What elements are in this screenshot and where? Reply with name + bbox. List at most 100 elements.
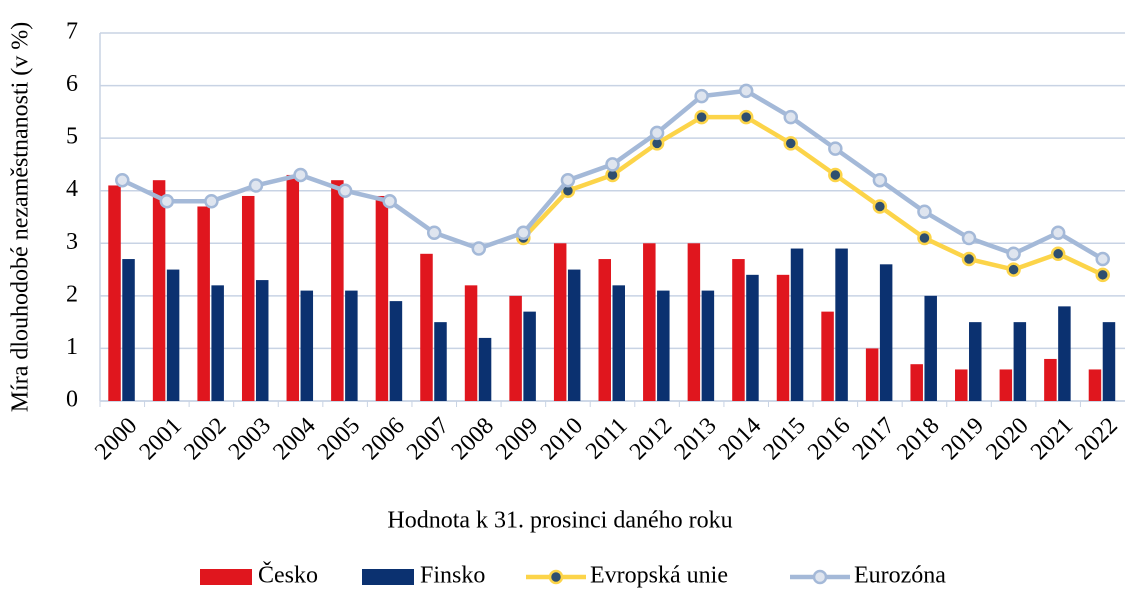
marker	[1006, 262, 1021, 277]
bar	[255, 280, 269, 401]
marker	[516, 225, 531, 241]
bar	[790, 248, 804, 401]
bar	[969, 322, 982, 401]
marker	[828, 141, 843, 156]
marker	[248, 178, 264, 193]
bar	[478, 337, 492, 401]
bar	[300, 290, 314, 401]
x-tick-label: 2005	[313, 413, 365, 465]
bar	[375, 195, 389, 401]
y-tick-label: 6	[66, 71, 78, 97]
marker	[337, 183, 353, 198]
x-tick-label: 2009	[491, 413, 543, 465]
marker	[738, 83, 754, 99]
bar	[553, 243, 567, 401]
x-tick-label: 2021	[1026, 413, 1078, 465]
y-tick-label: 1	[66, 334, 78, 360]
marker	[1095, 251, 1110, 267]
marker	[1050, 246, 1066, 262]
bar	[955, 369, 968, 401]
x-tick-label: 2020	[981, 413, 1033, 465]
x-tick-label: 2013	[669, 413, 721, 465]
bar	[509, 295, 522, 401]
marker	[115, 172, 130, 188]
bar	[924, 295, 937, 401]
bar	[211, 285, 224, 401]
y-tick-label: 0	[66, 387, 78, 413]
bar	[999, 369, 1013, 401]
bar	[910, 364, 923, 401]
bar	[1044, 358, 1057, 401]
marker	[872, 172, 888, 188]
x-tick-label: 2001	[135, 413, 187, 465]
marker	[204, 193, 219, 209]
bar	[389, 301, 403, 401]
marker	[471, 241, 487, 256]
x-tick-label: 2018	[892, 413, 944, 465]
x-tick-label: 2010	[536, 413, 588, 465]
bar	[523, 311, 536, 401]
marker	[694, 88, 709, 104]
bar	[567, 269, 581, 401]
legend-label: Finsko	[420, 563, 485, 589]
y-axis-title: Míra dlouhodobé nezaměstnanosti (v %)	[8, 22, 34, 413]
x-tick-label: 2012	[625, 413, 677, 465]
bar	[687, 243, 701, 401]
marker	[1050, 225, 1066, 241]
y-tick-label: 5	[66, 124, 78, 150]
marker	[159, 193, 175, 209]
marker	[828, 167, 843, 183]
y-tick-label: 4	[66, 176, 78, 202]
bar	[865, 348, 879, 401]
x-axis-title: Hodnota k 31. prosinci daného roku	[387, 508, 732, 534]
marker	[382, 193, 397, 209]
marker	[649, 125, 665, 141]
bar	[732, 259, 745, 401]
x-tick-label: 2015	[759, 413, 811, 465]
marker	[961, 251, 977, 267]
legend-label: Eurozóna	[854, 563, 946, 589]
bar	[776, 274, 790, 401]
bar	[598, 259, 611, 401]
bar	[241, 195, 255, 401]
marker	[872, 199, 888, 214]
x-tick-label: 2000	[90, 413, 142, 465]
x-tick-label: 2002	[179, 413, 231, 465]
bar	[879, 264, 893, 401]
x-tick-label: 2008	[447, 413, 499, 465]
legend-swatch	[362, 569, 414, 585]
line	[521, 114, 1104, 277]
legend-label: Česko	[258, 562, 318, 589]
bar	[197, 206, 210, 401]
marker	[917, 204, 932, 219]
bar	[1058, 306, 1071, 401]
marker	[694, 109, 709, 125]
x-tick-label: 2003	[224, 413, 276, 465]
marker	[1095, 267, 1110, 283]
marker	[783, 109, 799, 125]
bar	[166, 269, 180, 401]
marker	[605, 157, 620, 172]
bar	[835, 248, 848, 401]
bar	[643, 243, 656, 401]
bar	[1088, 369, 1102, 401]
marker	[293, 167, 308, 183]
bar	[821, 311, 834, 401]
bar	[286, 174, 300, 401]
bar	[657, 290, 670, 401]
bar	[701, 290, 715, 401]
x-tick-label: 2004	[268, 413, 320, 465]
x-tick-label: 2007	[402, 413, 454, 465]
legend-label: Evropská unie	[590, 563, 728, 589]
marker	[426, 225, 442, 241]
x-tick-label: 2019	[937, 413, 989, 465]
x-tick-label: 2011	[581, 413, 633, 465]
bar	[331, 180, 344, 401]
x-tick-label: 2014	[714, 413, 766, 465]
bar	[108, 185, 121, 401]
legend-marker	[548, 569, 564, 585]
marker	[560, 172, 576, 188]
marker	[1006, 246, 1021, 262]
marker	[961, 230, 977, 246]
